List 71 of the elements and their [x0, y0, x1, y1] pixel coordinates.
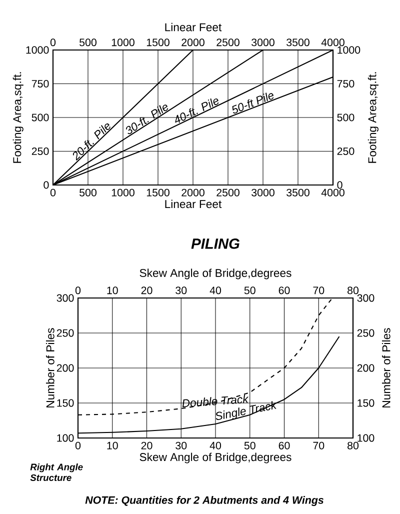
- text: 50-ft Pile: [232, 92, 274, 114]
- x2-tick-label: 4000: [321, 188, 344, 196]
- x-tick-label: 30: [176, 286, 187, 294]
- x2-tick-label: 10: [107, 442, 118, 450]
- y2-tick-label: 250: [337, 147, 354, 156]
- y2-tick-label: 250: [357, 329, 374, 337]
- y-tick-label: 250: [56, 329, 74, 337]
- x-tick-label: 10: [107, 286, 118, 294]
- y-tick-label: 100: [57, 434, 74, 442]
- x2-tick-label: 1000: [112, 188, 134, 196]
- x2-tick-label: 3500: [286, 188, 310, 196]
- y2-tick-label: 1000: [338, 46, 360, 54]
- text: Right Angle Structure: [30, 463, 83, 481]
- x2-tick-label: 30: [176, 442, 187, 450]
- y-tick-label: 750: [32, 80, 49, 88]
- x-tick-label: 3000: [252, 38, 274, 46]
- x2-tick-label: 60: [278, 442, 290, 450]
- x-tick-label: 20: [141, 286, 152, 294]
- x2-tick-label: 500: [80, 188, 96, 196]
- x-tick-label: 70: [313, 286, 324, 294]
- x2-tick-label: 50: [244, 442, 256, 450]
- y-tick-label: 150: [57, 399, 74, 407]
- y2-axis-title: Footing Area,sq.ft.: [368, 72, 378, 163]
- x2-tick-label: 80: [348, 442, 359, 450]
- y-tick-label: 300: [56, 294, 74, 302]
- x-axis-title: Linear Feet: [165, 200, 222, 208]
- y-axis-title: Number of Piles: [46, 328, 54, 408]
- x-tick-label: 2500: [216, 38, 240, 46]
- y2-tick-label: 0: [337, 181, 342, 189]
- x2-axis-title: Linear Feet: [165, 22, 222, 32]
- chart-title: PILING: [191, 238, 240, 249]
- y2-tick-label: 200: [357, 364, 374, 372]
- text: NOTE: Quantities for 2 Abutments and 4 Wings: [85, 496, 324, 506]
- x2-tick-label: 20: [141, 442, 152, 450]
- x-tick-label: 1500: [146, 38, 170, 46]
- x-tick-label: 80: [348, 286, 359, 294]
- y2-tick-label: 150: [358, 399, 374, 407]
- text: 30-ft. Pile: [126, 104, 168, 134]
- x2-tick-label: 0: [75, 442, 81, 450]
- x-tick-label: 60: [278, 286, 290, 294]
- x-tick-label: 1000: [112, 38, 134, 46]
- x2-tick-label: 2000: [182, 188, 204, 196]
- y-axis-title: Footing Area,sq.ft.: [12, 72, 24, 163]
- y2-tick-label: 500: [337, 114, 354, 122]
- x-tick-label: 2000: [182, 38, 204, 46]
- x-tick-label: 0: [50, 38, 56, 46]
- x2-tick-label: 1500: [146, 188, 170, 196]
- x2-tick-label: 0: [50, 188, 56, 196]
- x2-tick-label: 2500: [216, 188, 240, 196]
- x2-tick-label: 70: [313, 442, 324, 450]
- x-axis-title: Skew Angle of Bridge,degrees: [140, 452, 292, 464]
- y-tick-label: 200: [56, 364, 74, 372]
- y-tick-label: 1000: [26, 46, 49, 54]
- x2-tick-label: 3000: [252, 188, 274, 196]
- x2-tick-label: 40: [210, 442, 222, 450]
- x-tick-label: 3500: [286, 38, 310, 46]
- series-label: Double Track: [182, 394, 249, 408]
- y2-tick-label: 300: [357, 294, 374, 302]
- x2-axis-title: Skew Angle of Bridge,degrees: [140, 268, 292, 280]
- y-tick-label: 0: [44, 181, 49, 189]
- y-tick-label: 250: [32, 147, 49, 156]
- x-tick-label: 4000: [321, 38, 344, 46]
- y2-axis-title: Number of Piles: [382, 328, 390, 408]
- y-tick-label: 500: [32, 114, 49, 122]
- x-tick-label: 0: [75, 286, 81, 294]
- x-tick-label: 500: [80, 38, 96, 46]
- text: 40-ft. Pile: [175, 98, 219, 123]
- y2-tick-label: 750: [337, 80, 354, 88]
- x-tick-label: 40: [210, 286, 222, 294]
- y2-tick-label: 100: [358, 434, 374, 442]
- x-tick-label: 50: [244, 286, 256, 294]
